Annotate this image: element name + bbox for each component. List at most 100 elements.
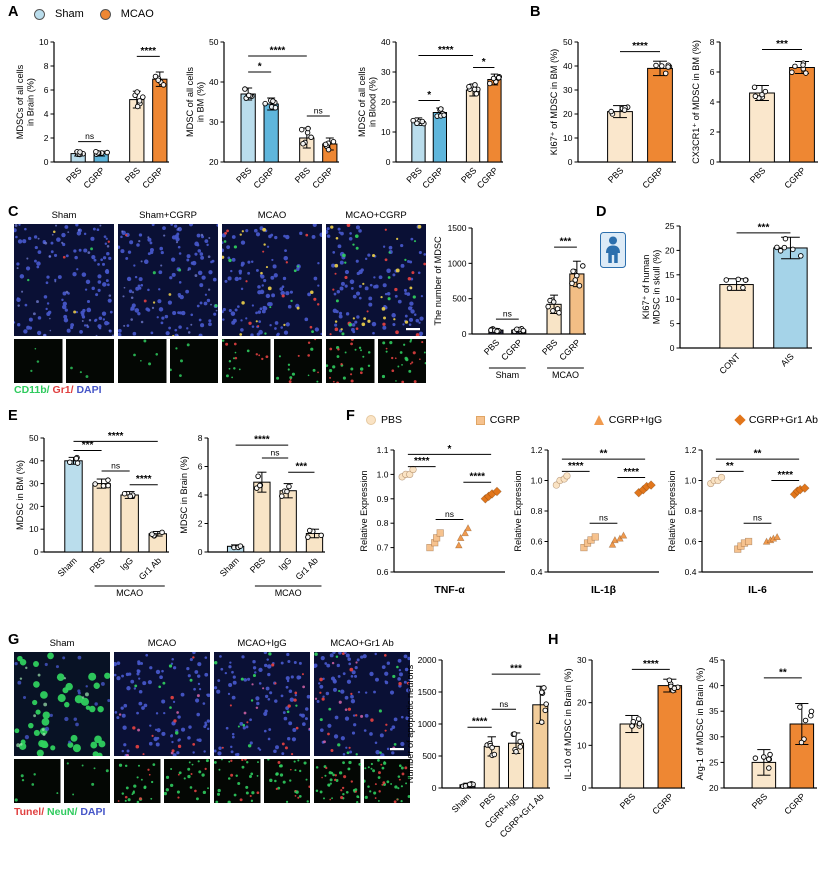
micro-image-mcao-cgrp [323,223,427,337]
cgrp-igg-triangle-marker-icon [593,415,604,425]
svg-text:500: 500 [422,751,436,761]
svg-text:PBS: PBS [750,791,770,811]
svg-text:0.4: 0.4 [685,567,697,577]
chart-ki67-human-mdsc-skull: 0 5 10 15 20 25 KI67⁺ of human MDSC in skull (%… [640,214,820,386]
micro-inset [65,339,114,383]
svg-text:CGRP+Gr1 Ab: CGRP+Gr1 Ab [498,791,546,839]
svg-text:8: 8 [198,433,203,443]
svg-text:50: 50 [29,433,39,443]
svg-text:0.8: 0.8 [531,506,543,516]
svg-text:**: ** [779,667,787,678]
svg-text:1.2: 1.2 [531,445,543,455]
svg-text:50: 50 [209,37,219,47]
svg-text:0: 0 [432,783,437,793]
cgrp-square-marker-icon [475,415,485,425]
svg-text:in Blood (%): in Blood (%) [368,77,378,127]
svg-text:CONT: CONT [717,351,742,376]
svg-text:4: 4 [44,109,49,119]
micro-image-mcao [112,650,211,758]
svg-text:20: 20 [665,245,675,255]
micro-column-header: MCAO+Gr1 Ab [330,638,394,649]
svg-text:10: 10 [665,294,675,304]
svg-text:PBS: PBS [248,555,268,575]
svg-text:0: 0 [198,547,203,557]
svg-text:****: **** [623,467,639,478]
svg-text:Gr1 Ab: Gr1 Ab [293,555,320,582]
svg-text:Relative Expression: Relative Expression [667,470,677,551]
svg-text:MDSC in Brain (%): MDSC in Brain (%) [179,456,189,534]
svg-text:AIS: AIS [779,351,796,368]
svg-text:***: *** [82,440,94,451]
svg-text:****: **** [777,470,793,481]
panel-g-stain-caption: Tunel/ NeuN/ DAPI [14,806,105,818]
svg-text:ns: ns [85,131,94,141]
svg-text:1.0: 1.0 [531,476,543,486]
panel-label-h: H [548,632,559,648]
chart-apoptotic-neurons: 0 500 1000 1500 2000 Number of apoptotic neur… [404,646,554,856]
svg-text:CGRP: CGRP [650,791,675,816]
svg-text:35: 35 [709,706,719,716]
panel-c-stain-caption: CD11b/ Gr1/ DAPI [14,384,102,396]
svg-text:IL-1β: IL-1β [591,584,617,596]
micro-inset [118,339,167,383]
svg-text:40: 40 [209,77,219,87]
svg-text:10: 10 [563,133,573,143]
svg-text:20: 20 [381,97,391,107]
svg-text:****: **** [136,474,152,485]
svg-text:30: 30 [577,655,587,665]
svg-text:4: 4 [198,490,203,500]
svg-text:8: 8 [710,37,715,47]
svg-text:0: 0 [670,343,675,353]
chart-tnf-alpha-expression: 0.6 0.7 0.8 0.9 1.0 1.1 Relative Expression ***… [358,436,510,598]
micro-inset [273,338,322,384]
svg-text:30: 30 [709,732,719,742]
svg-text:Sham: Sham [218,555,241,578]
svg-text:PBS: PBS [87,555,107,575]
svg-text:1.2: 1.2 [685,445,697,455]
svg-text:30: 30 [563,85,573,95]
neun-caption: NeuN/ [44,806,78,818]
panel-label-d: D [596,204,607,220]
chart-ki67-mdsc-bm: 0 10 20 30 40 50 KI67⁺ of MDSC in BM (%) **** PB… [548,28,680,196]
svg-text:***: *** [510,664,522,675]
svg-text:*: * [448,444,452,455]
svg-text:ns: ns [753,513,762,523]
micro-inset [325,337,375,385]
svg-text:ns: ns [499,699,508,709]
tunel-caption: Tunel/ [14,806,45,818]
svg-text:1.0: 1.0 [685,476,697,486]
svg-text:30: 30 [381,67,391,77]
svg-text:0.4: 0.4 [531,567,543,577]
micro-inset [14,339,63,383]
micro-inset [263,758,311,803]
cgrp-gr1ab-diamond-marker-icon [734,414,746,426]
chart-il6-expression: 0.4 0.6 0.8 1.0 1.2 Relative Expression ** ** ns… [666,436,818,598]
svg-text:The number of MDSC: The number of MDSC [433,236,443,326]
micro-inset [114,759,161,804]
panel-label-g: G [8,632,20,648]
svg-text:PBS: PBS [606,165,626,185]
micro-image-sham [14,652,111,759]
micro-column-header: MCAO+CGRP [345,210,407,221]
svg-text:ns: ns [271,447,280,457]
svg-text:MCAO: MCAO [116,588,143,598]
svg-text:CGRP: CGRP [140,165,165,190]
svg-text:20: 20 [563,109,573,119]
svg-text:**: ** [726,461,734,472]
micro-inset [314,759,362,804]
panel-label-f: F [346,408,355,424]
micro-image-sham-cgrp [116,222,220,338]
svg-text:ns: ns [599,513,608,523]
panel-label-e: E [8,408,18,424]
svg-text:***: *** [776,39,788,50]
svg-text:****: **** [568,461,584,472]
micro-image-mcao [220,222,325,337]
svg-text:TNF-α: TNF-α [434,584,465,596]
svg-text:***: *** [295,462,307,473]
svg-text:10: 10 [577,740,587,750]
svg-text:IL-10 of MDSC in Brain (%): IL-10 of MDSC in Brain (%) [563,668,573,779]
svg-text:30: 30 [209,117,219,127]
svg-text:6: 6 [44,85,49,95]
svg-text:0.7: 0.7 [377,543,389,553]
svg-text:ns: ns [445,509,454,519]
